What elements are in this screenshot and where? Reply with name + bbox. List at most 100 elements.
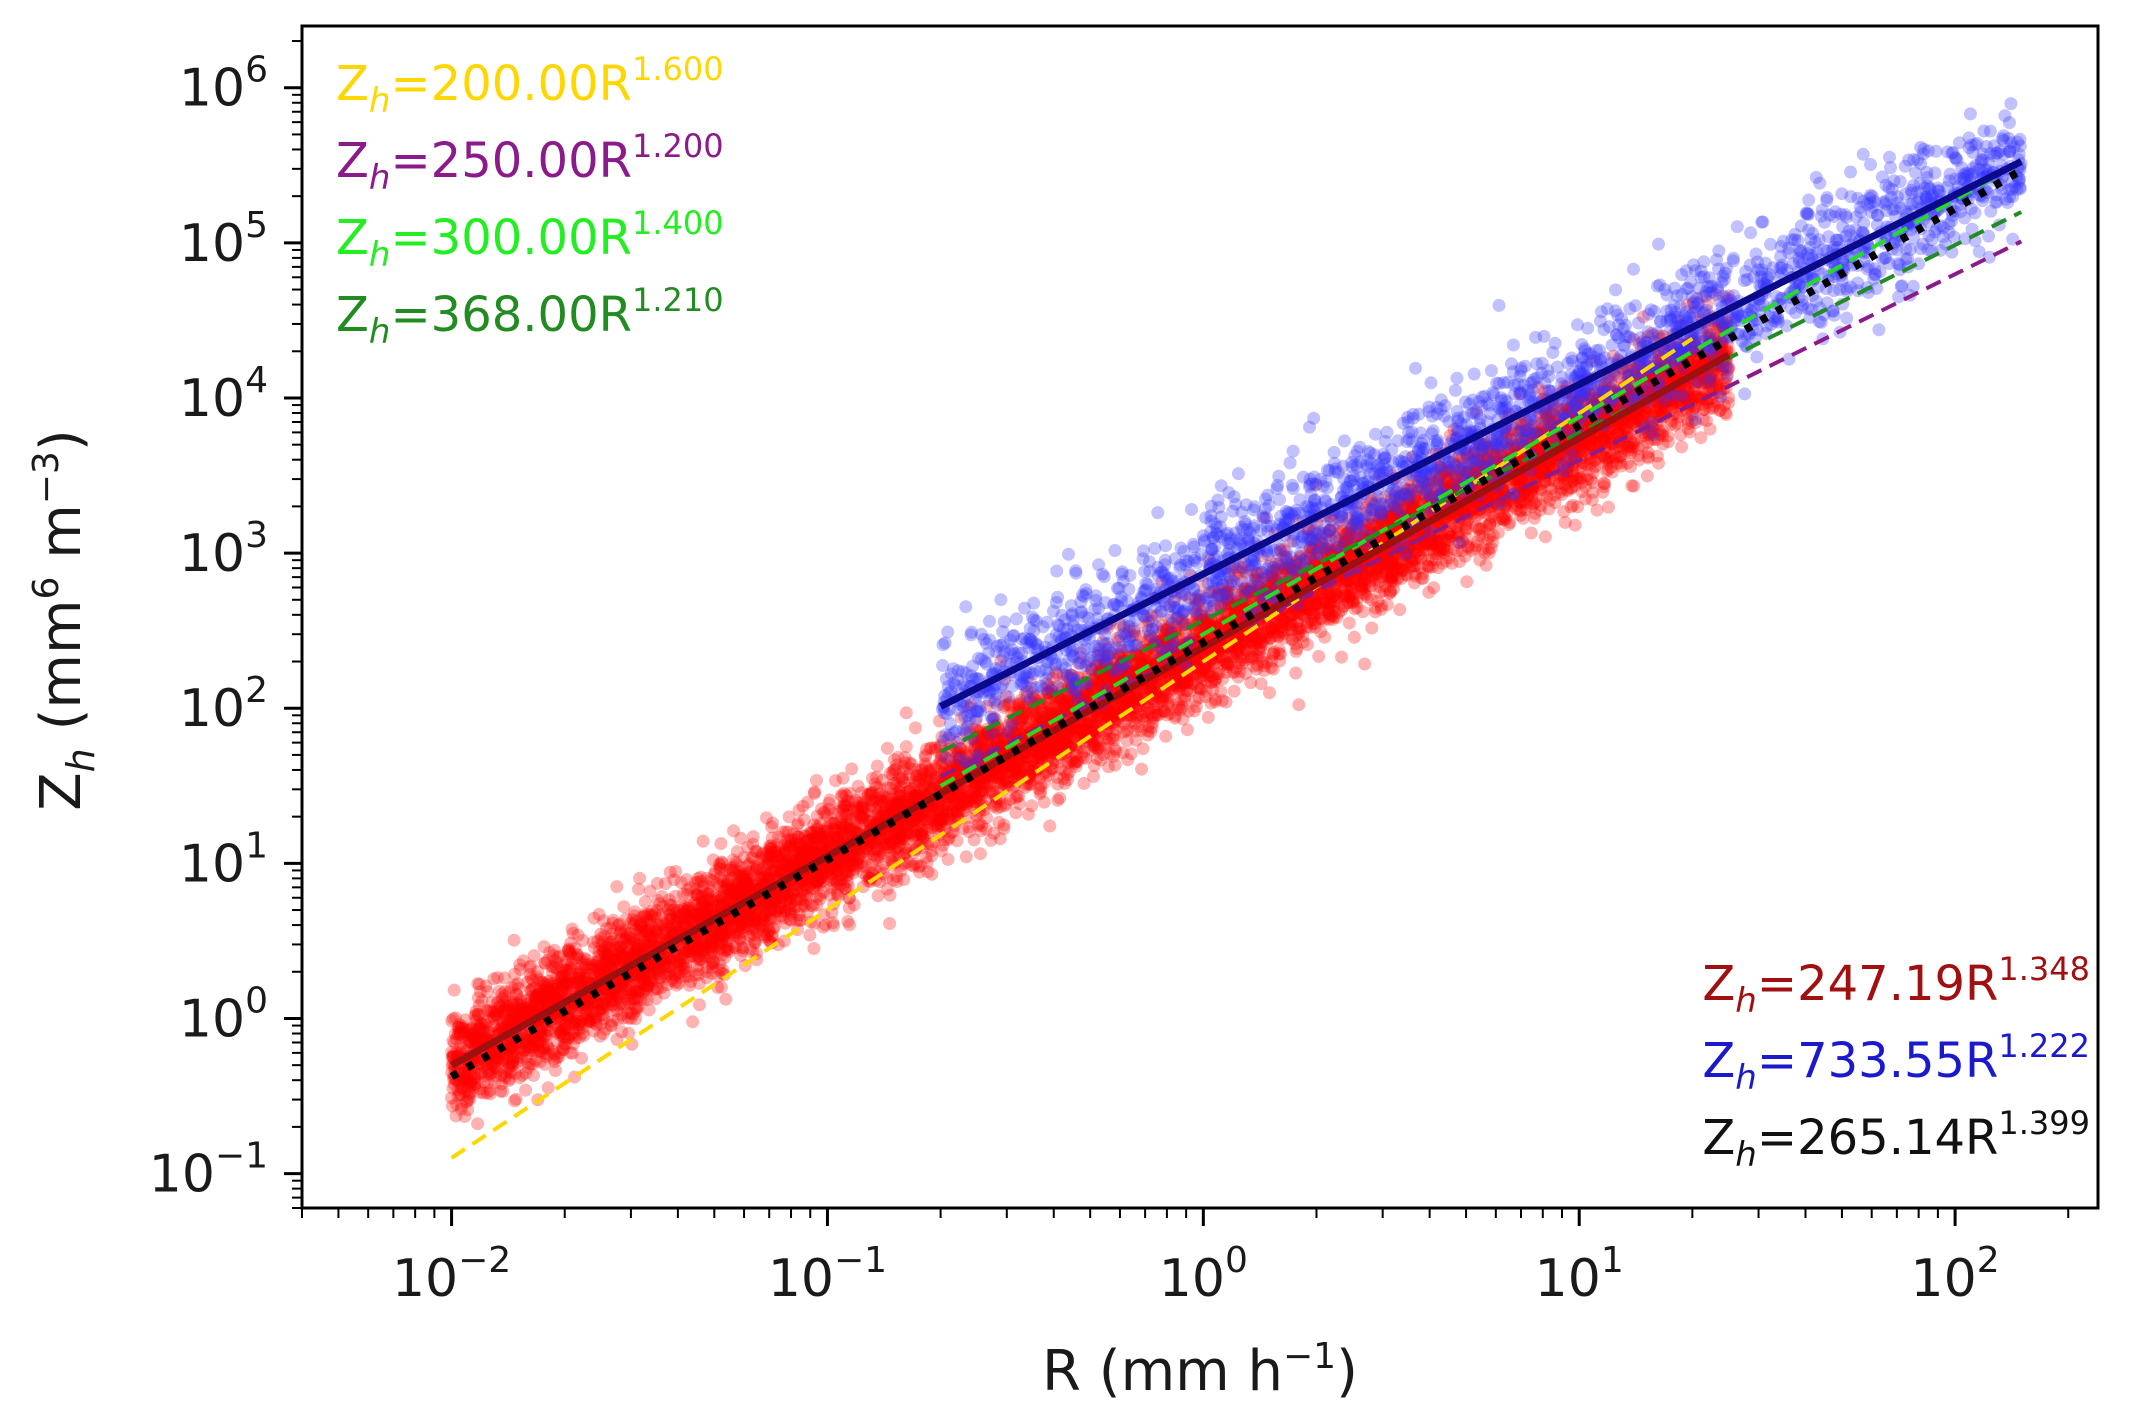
scatter-point xyxy=(1273,542,1287,556)
scatter-point xyxy=(1461,522,1475,536)
scatter-point xyxy=(907,813,921,827)
scatter-point xyxy=(473,1082,487,1096)
scatter-point xyxy=(1014,763,1028,777)
scatter-point xyxy=(1201,710,1215,724)
scatter-point xyxy=(524,971,538,985)
scatter-point xyxy=(812,873,825,887)
scatter-point xyxy=(1139,610,1153,624)
scatter-point xyxy=(696,939,710,953)
scatter-point xyxy=(975,819,989,833)
scatter-point xyxy=(501,998,515,1012)
scatter-point xyxy=(898,817,912,831)
scatter-point xyxy=(602,942,615,956)
scatter-point xyxy=(860,842,874,856)
scatter-point xyxy=(973,847,987,861)
scatter-point xyxy=(892,796,906,810)
scatter-point xyxy=(1303,552,1317,565)
scatter-point xyxy=(505,1057,519,1071)
scatter-point xyxy=(1480,519,1494,532)
scatter-point xyxy=(629,992,643,1006)
scatter-point xyxy=(599,947,613,961)
scatter-point xyxy=(1060,669,1074,682)
scatter-point xyxy=(1311,534,1325,548)
scatter-point xyxy=(1400,501,1414,514)
scatter-point xyxy=(1278,549,1292,563)
scatter-point xyxy=(1071,689,1085,703)
scatter-point xyxy=(1641,406,1654,420)
scatter-point xyxy=(526,999,540,1013)
scatter-point xyxy=(1395,562,1408,576)
scatter-point xyxy=(894,864,908,878)
scatter-point xyxy=(1557,472,1571,485)
scatter-point xyxy=(563,947,577,961)
scatter-point xyxy=(1529,466,1543,479)
scatter-point xyxy=(1277,612,1291,626)
scatter-point xyxy=(759,908,773,922)
scatter-point xyxy=(1069,760,1083,773)
scatter-point xyxy=(656,900,670,913)
scatter-point xyxy=(1371,594,1385,608)
scatter-point xyxy=(603,960,617,974)
scatter-point xyxy=(1216,672,1229,686)
scatter-point xyxy=(1036,715,1050,729)
scatter-point xyxy=(538,956,552,970)
scatter-point xyxy=(1116,725,1130,739)
scatter-point xyxy=(694,933,708,947)
scatter-point xyxy=(501,1037,515,1051)
scatter-point xyxy=(1675,343,1689,357)
scatter-point xyxy=(1528,506,1542,520)
scatter-point xyxy=(1168,711,1182,725)
scatter-point xyxy=(1467,462,1481,476)
scatter-point xyxy=(682,950,696,964)
scatter-point xyxy=(455,1098,469,1112)
scatter-point xyxy=(593,1029,607,1043)
scatter-point xyxy=(1010,789,1024,803)
scatter-point xyxy=(1428,466,1442,479)
scatter-point xyxy=(1230,646,1244,660)
scatter-point xyxy=(1018,687,1032,701)
scatter-point xyxy=(872,847,886,861)
scatter-point xyxy=(1510,432,1523,446)
scatter-point xyxy=(712,935,726,949)
scatter-point xyxy=(1485,510,1499,524)
scatter-point xyxy=(1125,714,1139,728)
scatter-point xyxy=(1656,429,1670,442)
scatter-point xyxy=(784,860,798,874)
scatter-point xyxy=(654,981,668,995)
scatter-point xyxy=(1281,566,1295,580)
scatter-point xyxy=(932,813,946,826)
scatter-point xyxy=(717,880,730,894)
scatter-point xyxy=(1476,438,1490,452)
scatter-point xyxy=(643,913,657,927)
scatter-point xyxy=(450,1046,464,1060)
scatter-point xyxy=(611,990,625,1004)
scatter-point xyxy=(840,799,854,812)
scatter-point xyxy=(744,942,757,956)
scatter-point xyxy=(507,933,521,947)
scatter-point xyxy=(761,919,774,933)
scatter-point xyxy=(1084,662,1098,676)
scatter-point xyxy=(1582,390,1595,404)
scatter-point xyxy=(573,967,587,981)
scatter-point xyxy=(620,945,634,959)
scatter-point xyxy=(1472,449,1486,463)
scatter-point xyxy=(1400,568,1414,582)
scatter-point xyxy=(620,930,634,944)
scatter-point xyxy=(1309,597,1323,611)
scatter-point xyxy=(457,1066,471,1080)
scatter-point xyxy=(761,858,775,872)
scatter-point xyxy=(723,892,736,906)
scatter-point xyxy=(997,822,1011,836)
scatter-point xyxy=(601,955,615,969)
scatter-point xyxy=(839,789,853,803)
scatter-point xyxy=(1538,384,1552,398)
scatter-point xyxy=(832,889,845,903)
scatter-point xyxy=(935,819,949,833)
scatter-point xyxy=(581,967,594,980)
scatter-point xyxy=(1582,388,1596,402)
scatter-point xyxy=(466,1027,480,1041)
scatter-point xyxy=(562,942,576,956)
scatter-point xyxy=(900,846,914,860)
scatter-point xyxy=(677,887,690,901)
scatter-point xyxy=(1333,526,1347,540)
